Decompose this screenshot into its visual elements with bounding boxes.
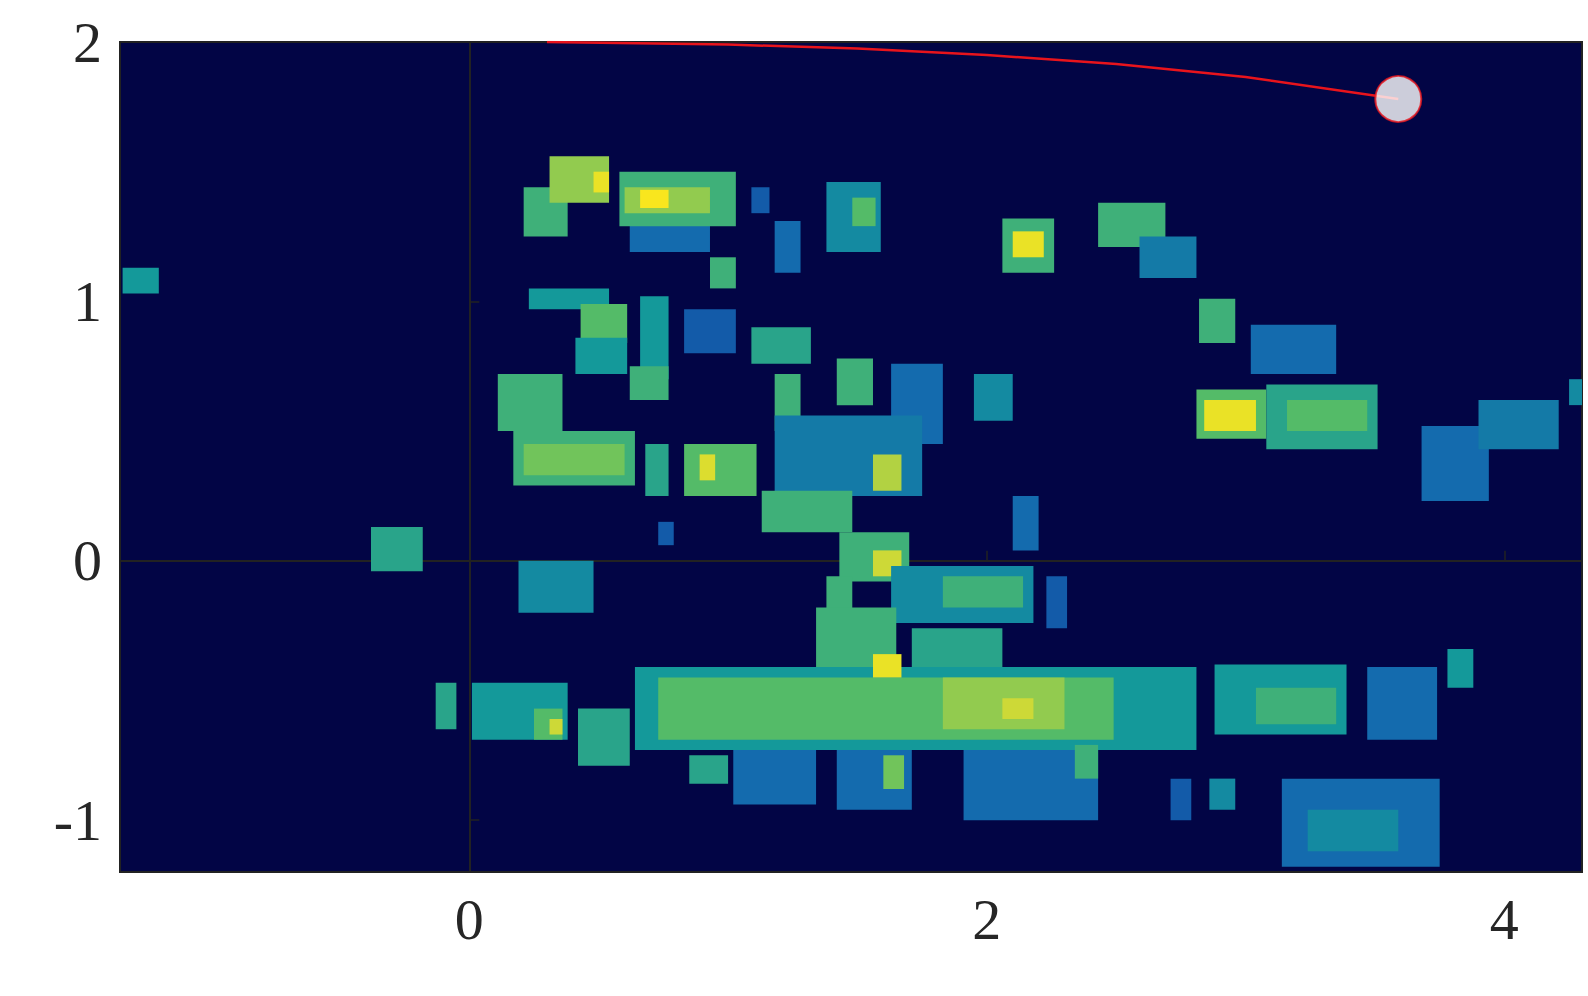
svg-text:4: 4 (1490, 887, 1519, 952)
svg-text:-1: -1 (54, 788, 102, 853)
svg-text:2: 2 (972, 887, 1001, 952)
svg-text:0: 0 (455, 887, 484, 952)
svg-text:2: 2 (73, 10, 102, 75)
svg-text:0: 0 (73, 528, 102, 593)
svg-text:1: 1 (73, 269, 102, 334)
